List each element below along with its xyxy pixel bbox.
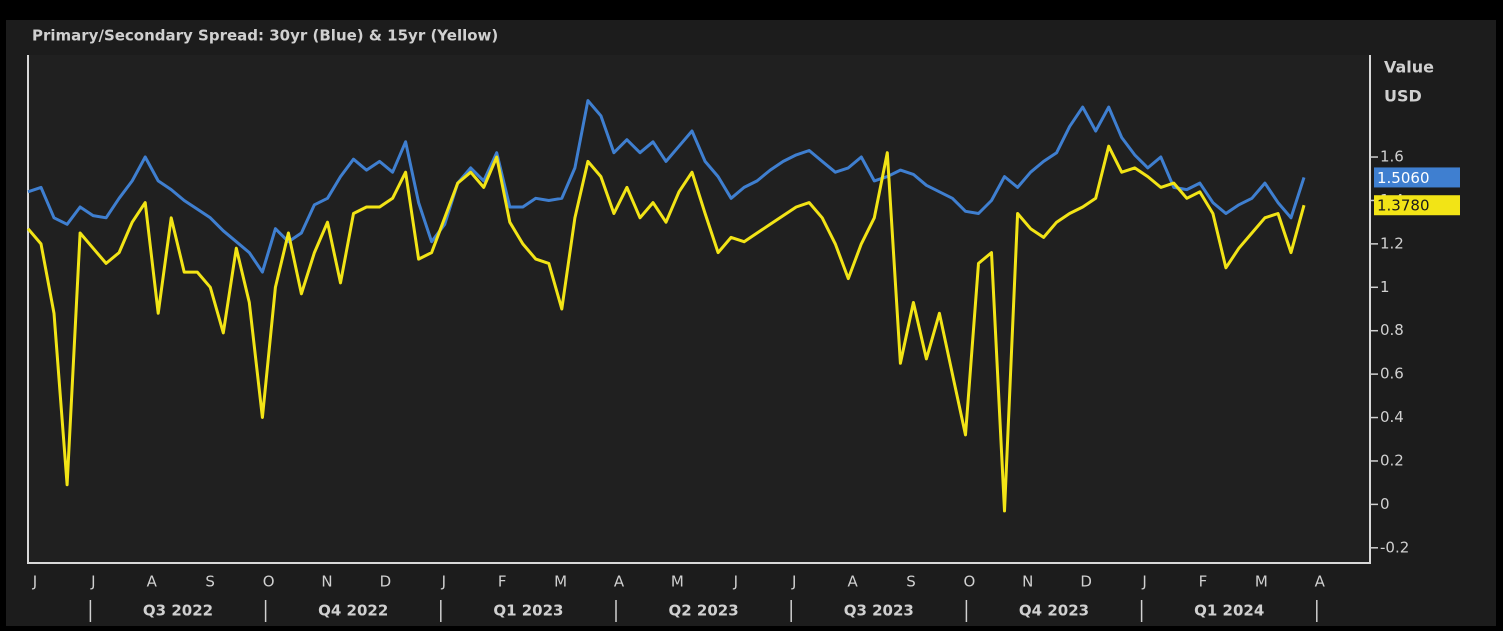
series-line — [26, 144, 1306, 513]
x-tick-label: O — [963, 573, 975, 591]
y-tick-label: -0.2 — [1380, 538, 1409, 556]
y-tick-label: 1 — [1380, 278, 1390, 296]
x-tick-label: F — [498, 573, 507, 591]
x-tick-label: S — [906, 573, 916, 591]
x-tick-label: J — [32, 573, 37, 591]
quarter-label: Q3 2023 — [844, 602, 914, 620]
x-tick-label: A — [147, 573, 158, 591]
y-axis-label: USD — [1384, 87, 1422, 106]
chart-title: Primary/Secondary Spread: 30yr (Blue) & … — [32, 27, 498, 45]
x-tick-label: N — [1022, 573, 1033, 591]
y-tick-label: 0.4 — [1380, 408, 1404, 426]
quarter-label: Q3 2022 — [143, 602, 213, 620]
x-tick-label: O — [263, 573, 275, 591]
last-value-label: 1.5060 — [1377, 169, 1430, 187]
plot-border — [27, 55, 1371, 564]
series-line — [27, 99, 1306, 274]
quarter-label: Q4 2023 — [1019, 602, 1089, 620]
last-value-box — [1374, 195, 1460, 216]
quarter-label: Q1 2024 — [1194, 602, 1264, 620]
y-tick-label: 0 — [1380, 495, 1390, 513]
y-tick-label: 0.2 — [1380, 451, 1404, 469]
y-tick-label: 1.2 — [1380, 234, 1404, 252]
quarter-label: Q4 2022 — [318, 602, 388, 620]
x-tick-label: D — [1080, 573, 1092, 591]
y-tick-label: 1.6 — [1380, 148, 1404, 166]
x-tick-label: J — [1141, 573, 1146, 591]
x-tick-label: A — [1315, 573, 1326, 591]
y-tick-label: 0.6 — [1380, 365, 1404, 383]
plot-area — [28, 55, 1370, 563]
x-tick-label: A — [847, 573, 858, 591]
x-tick-label: F — [1199, 573, 1208, 591]
x-tick-label: J — [791, 573, 796, 591]
last-value-label: 1.3780 — [1377, 197, 1430, 215]
x-tick-label: D — [380, 573, 392, 591]
y-axis-label: Value — [1384, 58, 1434, 77]
x-tick-label: J — [90, 573, 95, 591]
quarter-label: Q1 2023 — [493, 602, 563, 620]
x-tick-label: S — [205, 573, 215, 591]
x-tick-label: J — [733, 573, 738, 591]
x-tick-label: M — [1255, 573, 1268, 591]
x-tick-label: N — [321, 573, 332, 591]
last-value-box — [1374, 167, 1460, 188]
x-tick-label: A — [614, 573, 625, 591]
quarter-label: Q2 2023 — [669, 602, 739, 620]
x-tick-label: M — [554, 573, 567, 591]
y-tick-label: 0.8 — [1380, 321, 1404, 339]
x-tick-label: J — [441, 573, 446, 591]
x-tick-label: M — [671, 573, 684, 591]
